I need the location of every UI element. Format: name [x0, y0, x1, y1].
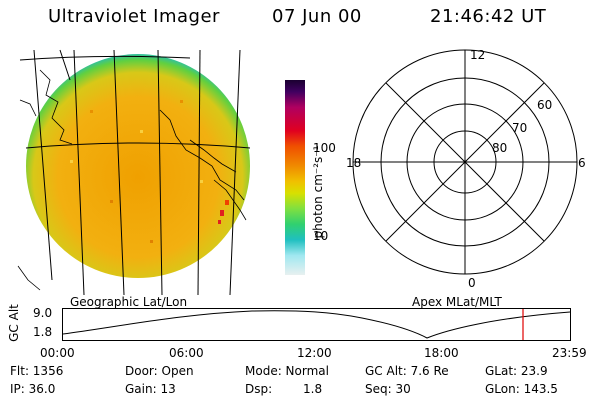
geographic-globe-image — [17, 49, 251, 296]
info-door: Door: Open — [125, 364, 194, 378]
alt-plot-xtick-2359: 23:59 — [552, 346, 587, 360]
right-panel-caption: Apex MLat/MLT — [412, 295, 502, 309]
alt-plot-xtick-1200: 12:00 — [297, 346, 332, 360]
earth-disk — [26, 54, 250, 278]
alt-plot-ytick-1-8: 1.8 — [33, 325, 53, 339]
image-time: 21:46:42 UT — [430, 6, 547, 27]
altitude-curve — [62, 310, 571, 339]
info-gc-alt: GC Alt: 7.6 Re — [365, 364, 449, 378]
polar-mlat-mlt-grid — [352, 49, 578, 275]
intensity-colorbar — [285, 80, 305, 275]
info-gain: Gain: 13 — [125, 382, 176, 396]
colorbar-tick-100: 100 — [313, 141, 336, 155]
alt-plot-xtick-0000: 00:00 — [40, 346, 75, 360]
alt-plot-ylabel: GC Alt — [7, 304, 21, 342]
colorbar-tick-10: 10 — [313, 229, 329, 243]
polar-label-lat-60: 60 — [537, 98, 553, 112]
info-flight: Flt: 1356 — [10, 364, 64, 378]
instrument-title: Ultraviolet Imager — [48, 6, 220, 27]
alt-plot-ytick-9: 9.0 — [33, 306, 53, 320]
info-dsp-label: Dsp: — [245, 382, 273, 396]
colorbar-unit-label: photon cm⁻²s⁻¹ — [311, 145, 325, 239]
polar-diagonal-2 — [385, 82, 545, 242]
longitude-lines — [33, 49, 241, 296]
alt-plot-frame — [62, 308, 571, 341]
polar-label-lat-80: 80 — [492, 141, 508, 155]
alt-plot-xtick-1800: 18:00 — [424, 346, 459, 360]
polar-label-mlt-6: 6 — [578, 156, 586, 170]
info-glon: GLon: 143.5 — [485, 382, 558, 396]
polar-label-mlt-12: 12 — [470, 48, 486, 62]
polar-label-lat-70: 70 — [512, 121, 528, 135]
info-ip: IP: 36.0 — [10, 382, 56, 396]
info-dsp-value: 1.8 — [303, 382, 323, 396]
latitude-lines — [19, 55, 251, 149]
altitude-plot — [62, 308, 571, 341]
info-glat: GLat: 23.9 — [485, 364, 548, 378]
alt-plot-xtick-0600: 06:00 — [169, 346, 204, 360]
left-panel-caption: Geographic Lat/Lon — [70, 295, 188, 309]
image-date: 07 Jun 00 — [272, 6, 362, 27]
polar-label-mlt-18: 18 — [346, 156, 362, 170]
info-mode: Mode: Normal — [245, 364, 329, 378]
polar-label-mlt-0: 0 — [468, 276, 476, 290]
info-seq: Seq: 30 — [365, 382, 411, 396]
coastlines — [17, 69, 247, 291]
